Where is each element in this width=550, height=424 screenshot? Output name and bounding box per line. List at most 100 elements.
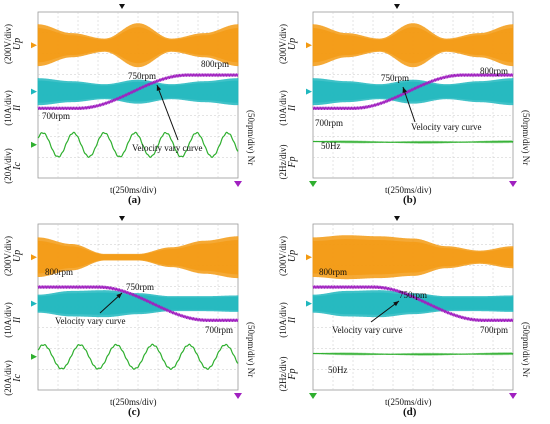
x-axis-label: t(250ms/div) [385,185,432,195]
right-axis-label-nr: (50rpm/div) Nr [246,110,256,166]
annotation-rpm: 700rpm [42,111,70,121]
plot-svg [306,4,517,187]
trace-il-core [38,80,238,103]
trace-symbol: Il [287,104,298,112]
right-axis-label-nr: (50rpm/div) Nr [246,322,256,378]
annotation-velocity-vary-curve: Velocity vary curve [411,122,482,132]
trace-symbol: Up [12,249,23,263]
annotation-rpm: 700rpm [205,325,233,335]
trace-il-core [313,80,513,103]
oscilloscope-panel-2: (200V/div) Up (10A/div) Il (2Hz/div) Fp 800rpm… [275,0,550,212]
trace-symbol: Up [287,249,298,263]
trace-symbol: Ic [12,374,23,382]
channel-marker-ic [31,141,37,148]
annotation-velocity-vary-curve: Velocity vary curve [55,316,126,326]
trace-fp [312,351,514,357]
trace-ic [37,131,239,159]
annotation-50hz: 50Hz [321,141,341,151]
velocity-arrow-head [116,293,122,299]
channel-marker-il [306,88,312,95]
channel-marker-il [306,300,312,307]
trace-symbol: Il [287,316,298,324]
subfigure-label: (b) [403,194,417,206]
channel-marker-fp [309,393,317,399]
trigger-marker [394,216,400,221]
x-axis-label: t(250ms/div) [110,397,157,407]
annotation-rpm: 800rpm [201,59,229,69]
channel-marker-nr [509,393,517,399]
annotation-rpm: 750rpm [126,282,154,292]
channel-marker-up [31,254,37,261]
subfigure-label: (a) [128,194,141,206]
y-axis-label-up: (200V/div) Up [3,22,23,66]
annotation-rpm: 750rpm [399,290,427,300]
y-axis-label-il: (10A/div) Il [3,298,23,342]
y-axis-label-ic: (20A/div) Ic [3,356,23,400]
x-axis-label: t(250ms/div) [385,397,432,407]
trace-nr [312,73,514,110]
trace-ic [37,343,239,371]
channel-marker-nr [509,181,517,187]
trace-symbol: Il [12,104,23,112]
channel-marker-up [306,254,312,261]
subfigure-label: (d) [403,406,417,418]
trace-symbol: Il [12,316,23,324]
velocity-arrow-head [402,87,408,93]
channel-marker-il [31,300,37,307]
y-axis-label-il: (10A/div) Il [278,86,298,130]
trace-symbol: Ic [12,162,23,170]
trace-symbol: Up [287,37,298,51]
channel-marker-il [31,88,37,95]
y-axis-label-up: (200V/div) Up [3,234,23,278]
trigger-marker [119,216,125,221]
velocity-arrow-head [156,85,162,91]
annotation-rpm: 750rpm [381,73,409,83]
right-axis-label-nr: (50rpm/div) Nr [521,110,531,166]
trace-il-core [313,292,513,315]
channel-marker-fp [309,181,317,187]
channel-marker-up [31,42,37,49]
plot-svg [31,4,242,187]
annotation-rpm: 700rpm [480,325,508,335]
trace-symbol: Fp [287,156,298,168]
velocity-arrow [156,84,179,141]
annotation-rpm: 700rpm [315,118,343,128]
velocity-arrow-head [393,301,399,307]
y-axis-label-up: (200V/div) Up [278,22,298,66]
plot-svg [306,216,517,399]
trace-symbol: Fp [287,368,298,380]
trace-up-core [313,27,513,64]
y-axis-label-il: (10A/div) Il [3,86,23,130]
y-axis-label-up: (200V/div) Up [278,234,298,278]
y-axis-label-fp: (2Hz/div) Fp [278,352,298,396]
velocity-arrow [402,86,416,123]
annotation-rpm: 800rpm [45,267,73,277]
trace-nr [37,285,239,322]
channel-marker-up [306,42,312,49]
trace-symbol: Up [12,37,23,51]
subfigure-label: (c) [128,406,141,418]
trace-nr [37,73,239,110]
annotation-rpm: 750rpm [128,71,156,81]
trigger-marker [394,4,400,9]
x-axis-label: t(250ms/div) [110,185,157,195]
velocity-arrow [370,300,400,323]
oscilloscope-panel-4: (200V/div) Up (10A/div) Il (2Hz/div) Fp 800rpm… [275,212,550,424]
annotation-rpm: 800rpm [480,66,508,76]
trigger-marker [119,4,125,9]
y-axis-label-il: (10A/div) Il [278,298,298,342]
plot-svg [31,216,242,399]
right-axis-label-nr: (50rpm/div) Nr [521,322,531,378]
oscilloscope-panel-3: (200V/div) Up (10A/div) Il (20A/div) Ic 800rpm… [0,212,275,424]
y-axis-label-fp: (2Hz/div) Fp [278,140,298,184]
trace-up-core [38,240,238,275]
oscilloscope-panel-1: (200V/div) Up (10A/div) Il (20A/div) Ic 800rpm… [0,0,275,212]
annotation-velocity-vary-curve: Velocity vary curve [132,143,203,153]
y-axis-label-ic: (20A/div) Ic [3,144,23,188]
annotation-rpm: 800rpm [319,267,347,277]
trace-up-core [38,27,238,64]
annotation-velocity-vary-curve: Velocity vary curve [332,325,403,335]
trace-nr [312,285,514,322]
channel-marker-nr [234,181,242,187]
trace-fp [312,139,514,145]
